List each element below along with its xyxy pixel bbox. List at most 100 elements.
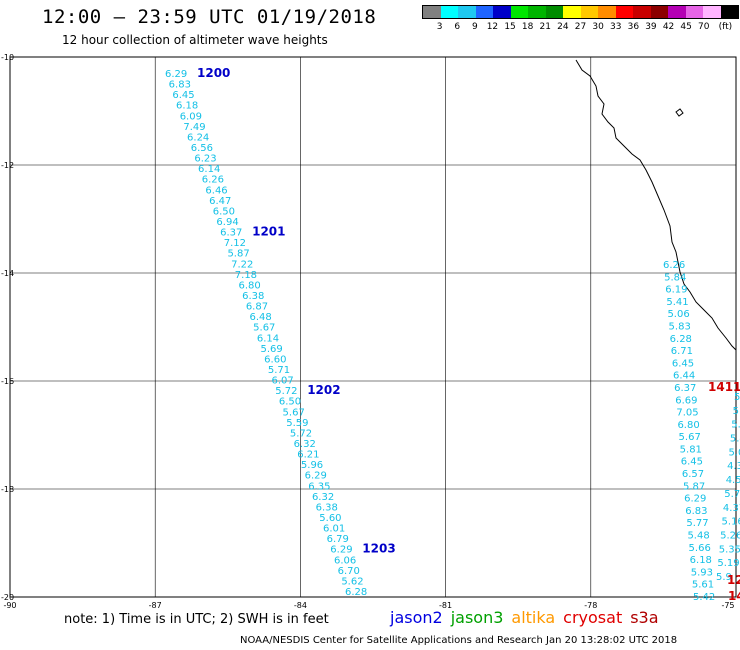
colorbar-swatch	[580, 6, 598, 18]
swh-value: 6.21	[297, 450, 319, 461]
swh-value: 6.45	[172, 90, 194, 101]
swh-value: 6.35	[308, 481, 330, 492]
swh-value: 5.60	[319, 513, 341, 524]
swh-value: 6.80	[238, 280, 260, 291]
time-label: 1201	[252, 225, 285, 239]
swh-value: 6.19	[665, 285, 687, 296]
swh-value: 6.26	[663, 260, 685, 271]
swh-value: 5.	[734, 392, 740, 403]
y-tick-label: -18	[1, 485, 14, 494]
swh-value: 5.84	[664, 272, 686, 283]
swh-value: 5.59	[286, 418, 308, 429]
swh-value: 6.94	[216, 217, 238, 228]
colorbar-label: 3	[436, 22, 443, 32]
swh-value: 6.29	[330, 545, 352, 556]
swh-value: 6.01	[323, 524, 345, 535]
swh-value: 6.32	[312, 492, 334, 503]
swh-value: 6.28	[345, 587, 367, 598]
colorbar-swatch	[510, 6, 528, 18]
y-tick-label: -16	[1, 377, 14, 386]
colorbar	[422, 5, 739, 19]
swh-value: 5.35	[719, 544, 740, 555]
swh-value: 5.42	[693, 592, 715, 603]
swh-value: 6.09	[180, 111, 202, 122]
swh-value: 6.38	[316, 502, 338, 513]
colorbar-label: 70	[698, 22, 710, 32]
time-label: 1202	[307, 383, 340, 397]
colorbar-swatch	[650, 6, 668, 18]
map-grid	[10, 57, 736, 597]
island-outline	[675, 108, 684, 117]
colorbar-label: 45	[680, 22, 692, 32]
swh-value: 7.49	[183, 122, 205, 133]
swh-value: 6.37	[674, 383, 696, 394]
swh-value: 5.87	[227, 249, 249, 260]
colorbar-swatch	[563, 6, 581, 18]
swh-value: 6.37	[220, 228, 242, 239]
swh-value: 5.	[733, 406, 740, 417]
swh-value: 5.	[731, 420, 740, 431]
swh-value: 5.0	[728, 447, 740, 458]
swh-value: 5.26	[720, 530, 740, 541]
swh-value: 5.69	[261, 344, 283, 355]
colorbar-swatch	[633, 6, 651, 18]
colorbar-swatch	[703, 6, 721, 18]
legend-jason3: jason3	[450, 608, 504, 627]
x-tick-label: -81	[439, 601, 452, 610]
swh-value: 5.71	[268, 365, 290, 376]
swh-value: 4.3	[727, 461, 740, 472]
swh-value: 6.18	[176, 101, 198, 112]
page-title: 12:00 – 23:59 UTC 01/19/2018	[42, 6, 377, 28]
colorbar-swatch	[458, 6, 476, 18]
swh-value: 6.83	[169, 80, 191, 91]
swh-value: 6.80	[677, 420, 699, 431]
colorbar-labels: 3 6 9 12 15 18 21 24 27 30 33 36 39 42 45 70 (ft)	[422, 22, 739, 34]
footnote: note: 1) Time is in UTC; 2) SWH is in fe…	[64, 612, 329, 627]
swh-value: 6.24	[187, 132, 209, 143]
axis-tick-labels: -90 -87 -84 -81 -78 -75 -10 -12 -14 -16 -18 -20	[1, 53, 735, 610]
swh-value: 4.52	[726, 475, 740, 486]
colorbar-swatch	[423, 6, 441, 18]
swh-value: 6.14	[257, 333, 279, 344]
x-tick-label: -87	[149, 601, 162, 610]
swh-value: 6.23	[194, 154, 216, 165]
swh-value: 5.4	[730, 434, 740, 445]
swh-value: 6.50	[213, 206, 235, 217]
colorbar-label: 9	[471, 22, 478, 32]
colorbar-swatch	[475, 6, 493, 18]
colorbar-swatch	[598, 6, 616, 18]
swh-value: 6.45	[681, 457, 703, 468]
colorbar-swatch	[685, 6, 703, 18]
colorbar-label: 42	[662, 22, 675, 32]
swh-value: 7.22	[231, 259, 253, 270]
swh-value: 6.29	[684, 494, 706, 505]
colorbar-label: 36	[627, 22, 640, 32]
swh-value: 4.37	[723, 503, 740, 514]
swh-value: 6.46	[205, 185, 227, 196]
colorbar-label: 18	[521, 22, 534, 32]
colorbar-label: 15	[504, 22, 516, 32]
swh-value: 5.83	[669, 321, 691, 332]
swh-value: 5.73	[724, 489, 740, 500]
y-tick-label: -10	[1, 53, 14, 62]
swh-value: 5.48	[687, 531, 709, 542]
swh-value: 7.12	[224, 238, 246, 249]
swh-value: 5.87	[683, 481, 705, 492]
swh-value: 5.16	[722, 517, 740, 528]
x-tick-label: -84	[294, 601, 307, 610]
colorbar-label: 30	[592, 22, 604, 32]
x-tick-label: -78	[584, 601, 597, 610]
swh-value: 6.47	[209, 196, 231, 207]
swh-value: 6.28	[670, 334, 692, 345]
swh-value: 6.83	[685, 506, 707, 517]
colorbar-swatch	[545, 6, 563, 18]
swh-value: 5.96	[301, 460, 323, 471]
cryosat-time-label: 12	[727, 573, 740, 587]
page-subtitle: 12 hour collection of altimeter wave hei…	[62, 33, 328, 47]
coastline-path	[575, 59, 737, 351]
time-label: 1203	[362, 542, 395, 556]
jason2-track-2: 6.265.846.195.415.065.836.286.716.456.44…	[663, 260, 740, 603]
colorbar-swatch	[440, 6, 458, 18]
colorbar-label: 33	[609, 22, 622, 32]
